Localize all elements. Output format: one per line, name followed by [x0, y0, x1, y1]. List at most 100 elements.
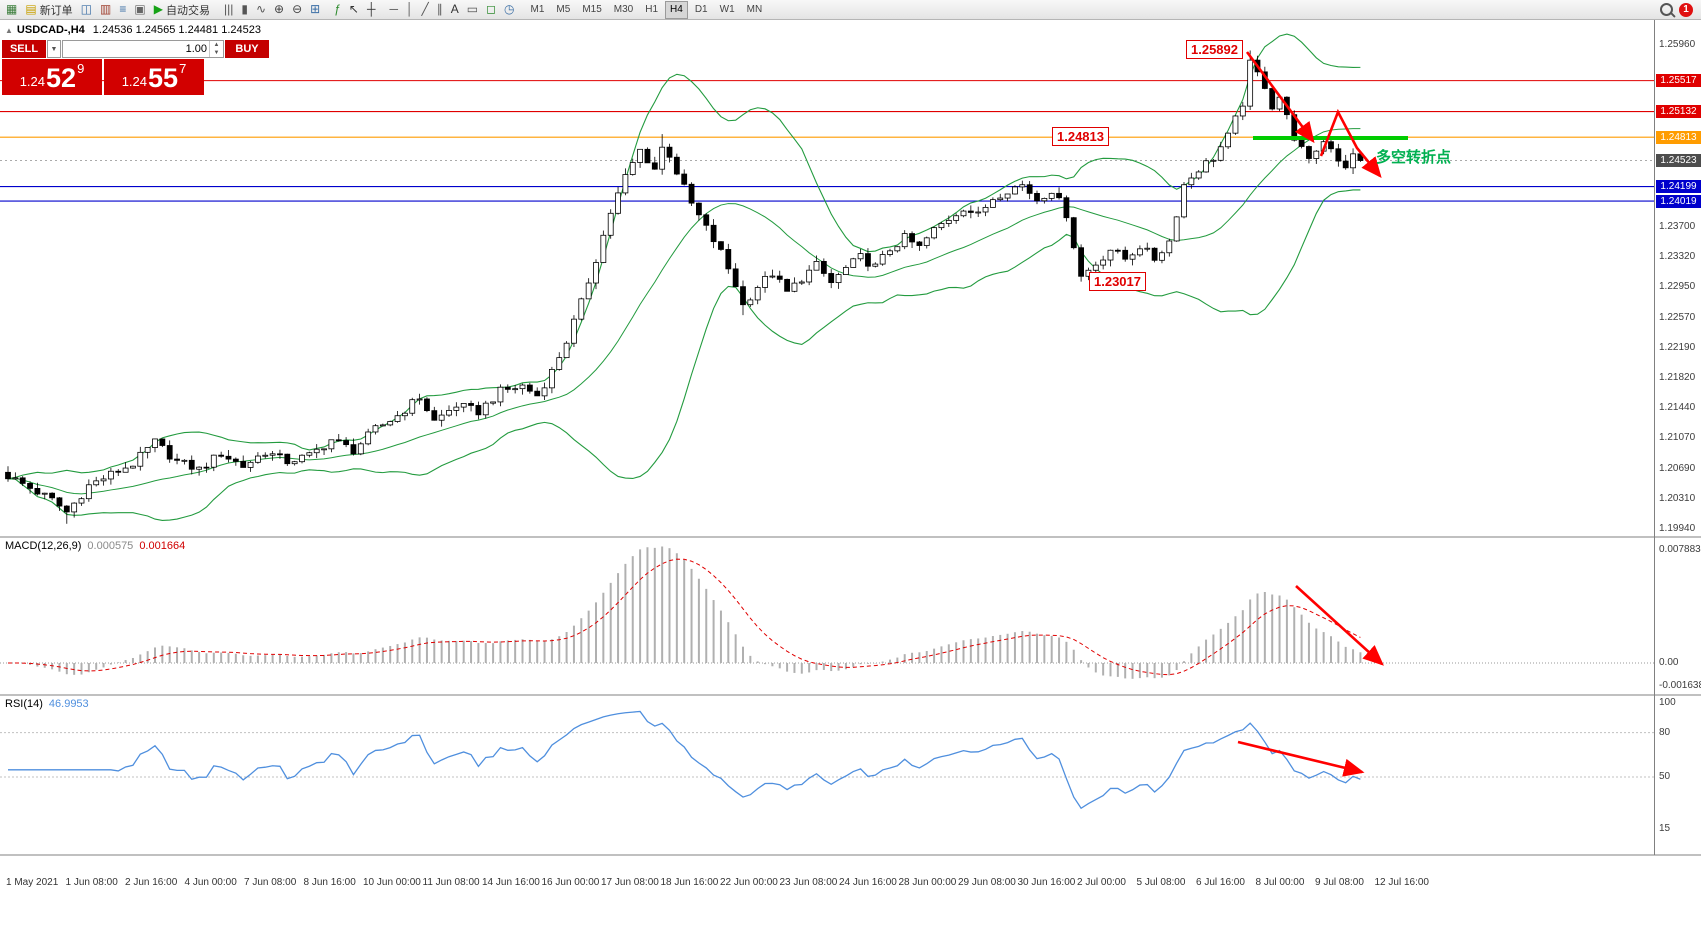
channel-icon: ∥ [436, 2, 443, 16]
buy-button[interactable]: BUY [225, 40, 269, 58]
new-chart-button[interactable]: ▦ [2, 1, 21, 18]
timeframe-w1[interactable]: W1 [719, 4, 735, 15]
axis-tick-label: 1.25960 [1659, 39, 1696, 50]
time-axis-label: 24 Jun 16:00 [839, 877, 897, 888]
crosshair-button[interactable]: ┼ [363, 1, 380, 18]
timeframe-d1[interactable]: D1 [694, 4, 708, 15]
axis-tick-label: 100 [1659, 697, 1676, 708]
text-button[interactable]: A [447, 1, 463, 18]
timeframe-h4[interactable]: H4 [665, 0, 688, 19]
macd-main-value: 0.000575 [87, 540, 134, 552]
label-button[interactable]: ▭ [463, 1, 482, 18]
data-window-button[interactable]: ▥ [96, 1, 115, 18]
trendline-icon: ╱ [421, 2, 429, 16]
timeframe-buttons: M1 M5 M15 M30 H1 H4 D1 W1 MN [525, 0, 769, 19]
timeframe-h1[interactable]: H1 [645, 4, 659, 15]
price-chart-canvas[interactable] [0, 20, 1701, 947]
axis-tick-label: 50 [1659, 771, 1671, 782]
axis-tick-label: 1.22190 [1659, 342, 1696, 354]
buy-price-sup: 7 [179, 61, 187, 76]
timeframe-m5[interactable]: M5 [556, 4, 571, 15]
time-axis-label: 12 Jul 16:00 [1374, 877, 1430, 888]
vline-icon: │ [405, 2, 414, 16]
support-line-layer [1253, 136, 1408, 140]
timeframe-m15[interactable]: M15 [582, 4, 602, 15]
toolbar-right: 1 [1660, 2, 1699, 17]
notification-badge[interactable]: 1 [1679, 2, 1693, 17]
support-price-label[interactable]: 1.24813 [1052, 127, 1109, 146]
cursor-icon: ↖ [348, 2, 359, 16]
trade-widget-prices: 1.24 52 9 1.24 55 7 [2, 59, 204, 95]
sell-price-big: 52 [46, 63, 77, 93]
cycle-button[interactable]: ◷ [500, 1, 518, 18]
zoom-in-button[interactable]: ⊕ [270, 1, 288, 18]
time-axis-label: 16 Jun 00:00 [541, 877, 600, 888]
timeframe-m1[interactable]: M1 [530, 4, 545, 15]
axis-tick-label: 1.20690 [1659, 462, 1696, 474]
time-axis-label: 1 May 2021 [6, 877, 59, 888]
candle-chart-button[interactable]: ▮ [237, 1, 252, 18]
tile-windows-button[interactable]: ⊞ [306, 1, 324, 18]
time-axis-label: 8 Jun 16:00 [303, 877, 356, 888]
time-axis-label: 23 Jun 08:00 [779, 877, 838, 888]
trendline-button[interactable]: ╱ [417, 1, 432, 18]
axis-tick-label: 1.21440 [1659, 402, 1696, 414]
label-icon: ▭ [466, 2, 479, 16]
time-axis-label: 4 Jun 00:00 [184, 877, 237, 888]
time-axis-label: 18 Jun 16:00 [660, 877, 719, 888]
search-icon[interactable] [1660, 3, 1673, 16]
hline-button[interactable]: ─ [385, 1, 402, 18]
one-click-trading-widget: SELL ▼ ▲ ▼ BUY 1.24 52 9 1.24 55 7 [2, 40, 269, 95]
time-axis-label: 1 Jun 08:00 [65, 877, 118, 888]
autotrading-button[interactable]: ▶ 自动交易 [150, 1, 214, 18]
macd-name: MACD(12,26,9) [5, 540, 82, 552]
new-chart-icon: ▦ [6, 2, 18, 16]
line-chart-button[interactable]: ∿ [252, 1, 270, 18]
sell-price-panel[interactable]: 1.24 52 9 [2, 59, 102, 95]
channel-button[interactable]: ∥ [433, 1, 447, 18]
hline-icon: ─ [389, 2, 398, 16]
collapse-icon[interactable]: ▲ [5, 26, 13, 35]
indicators-button[interactable]: ƒ [330, 1, 345, 18]
symbol-title: USDCAD-,H4 [16, 24, 85, 36]
shapes-icon: ◻ [486, 2, 497, 16]
axis-tick-label: -0.001638 [1659, 680, 1701, 692]
time-axis-label: 14 Jun 16:00 [482, 877, 540, 888]
price-axis-box: 1.24523 [1656, 154, 1701, 168]
terminal-button[interactable]: ▣ [130, 1, 149, 18]
price-axis-box: 1.24019 [1656, 194, 1701, 208]
price-zigzag-arrow [1319, 108, 1382, 179]
bar-chart-button[interactable]: ||| [220, 1, 237, 18]
macd-indicator-label: MACD(12,26,9) 0.000575 0.001664 [5, 540, 185, 552]
shapes-button[interactable]: ◻ [482, 1, 500, 18]
zoom-out-button[interactable]: ⊖ [288, 1, 306, 18]
timeframe-mn[interactable]: MN [746, 4, 763, 15]
volume-box: ▲ ▼ [62, 40, 224, 58]
low-price-label[interactable]: 1.23017 [1089, 272, 1146, 291]
tile-windows-icon: ⊞ [310, 2, 321, 16]
dropdown-icon: ▼ [50, 45, 58, 53]
spinner-up-icon[interactable]: ▲ [213, 42, 220, 48]
vline-button[interactable]: │ [402, 1, 418, 18]
axis-tick-label: 1.23320 [1659, 251, 1696, 263]
price-drop-arrow [1245, 51, 1315, 144]
macd-down-arrow [1295, 585, 1384, 666]
timeframe-m30[interactable]: M30 [613, 4, 634, 15]
rsi-indicator-label: RSI(14) 46.9953 [5, 698, 89, 710]
new-order-button[interactable]: ▤ 新订单 [21, 1, 76, 18]
market-watch-button[interactable]: ◫ [77, 1, 96, 18]
cursor-button[interactable]: ↖ [345, 1, 363, 18]
buy-price-panel[interactable]: 1.24 55 7 [104, 59, 204, 95]
macd-signal-value: 0.001664 [139, 540, 186, 552]
time-axis-label: 9 Jul 08:00 [1315, 877, 1364, 888]
rsi-name: RSI(14) [5, 698, 43, 710]
terminal-icon: ▣ [134, 2, 146, 16]
high-price-label[interactable]: 1.25892 [1186, 40, 1243, 59]
rsi-down-arrow [1237, 740, 1365, 777]
spinner-down-icon[interactable]: ▼ [213, 50, 220, 56]
navigator-button[interactable]: ≡ [115, 1, 130, 18]
volume-input[interactable] [63, 41, 209, 57]
time-axis-label: 30 Jun 16:00 [1017, 877, 1076, 888]
order-type-dropdown[interactable]: ▼ [47, 40, 61, 58]
sell-button[interactable]: SELL [2, 40, 46, 58]
